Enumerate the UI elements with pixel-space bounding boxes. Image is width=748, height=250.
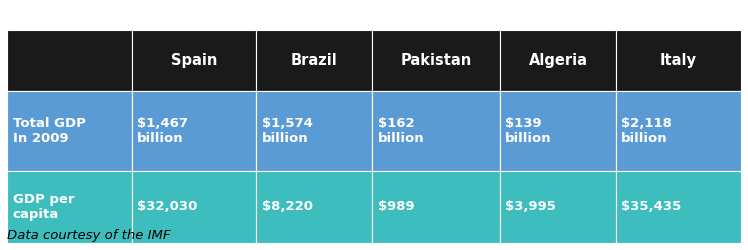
Text: Italy: Italy	[660, 53, 697, 68]
Bar	[500, 90, 616, 171]
Text: $1,467
billion: $1,467 billion	[137, 117, 188, 145]
Text: Pakistan: Pakistan	[401, 53, 472, 68]
Bar	[257, 30, 373, 90]
Text: Brazil: Brazil	[291, 53, 337, 68]
Text: Total GDP
In 2009: Total GDP In 2009	[13, 117, 85, 145]
Bar	[7, 90, 132, 171]
Bar	[132, 30, 257, 90]
Bar	[500, 171, 616, 242]
Text: Data courtesy of the IMF: Data courtesy of the IMF	[7, 228, 171, 241]
Text: $8,220: $8,220	[262, 200, 313, 213]
Bar	[373, 171, 500, 242]
Bar	[132, 171, 257, 242]
Text: $2,118
billion: $2,118 billion	[622, 117, 672, 145]
Bar	[616, 90, 741, 171]
Bar	[373, 30, 500, 90]
Text: Algeria: Algeria	[529, 53, 588, 68]
Text: Spain: Spain	[171, 53, 217, 68]
Bar	[373, 90, 500, 171]
Bar	[257, 171, 373, 242]
Bar	[132, 90, 257, 171]
Text: $139
billion: $139 billion	[506, 117, 552, 145]
Bar	[616, 30, 741, 90]
Text: $3,995: $3,995	[506, 200, 557, 213]
Text: $1,574
billion: $1,574 billion	[262, 117, 313, 145]
Text: $162
billion: $162 billion	[378, 117, 424, 145]
Bar	[500, 30, 616, 90]
Text: GDP per
capita: GDP per capita	[13, 193, 74, 221]
Text: $989: $989	[378, 200, 414, 213]
Text: $35,435: $35,435	[622, 200, 681, 213]
Bar	[7, 171, 132, 242]
Bar	[257, 90, 373, 171]
Bar	[7, 30, 132, 90]
Bar	[616, 171, 741, 242]
Text: $32,030: $32,030	[137, 200, 197, 213]
